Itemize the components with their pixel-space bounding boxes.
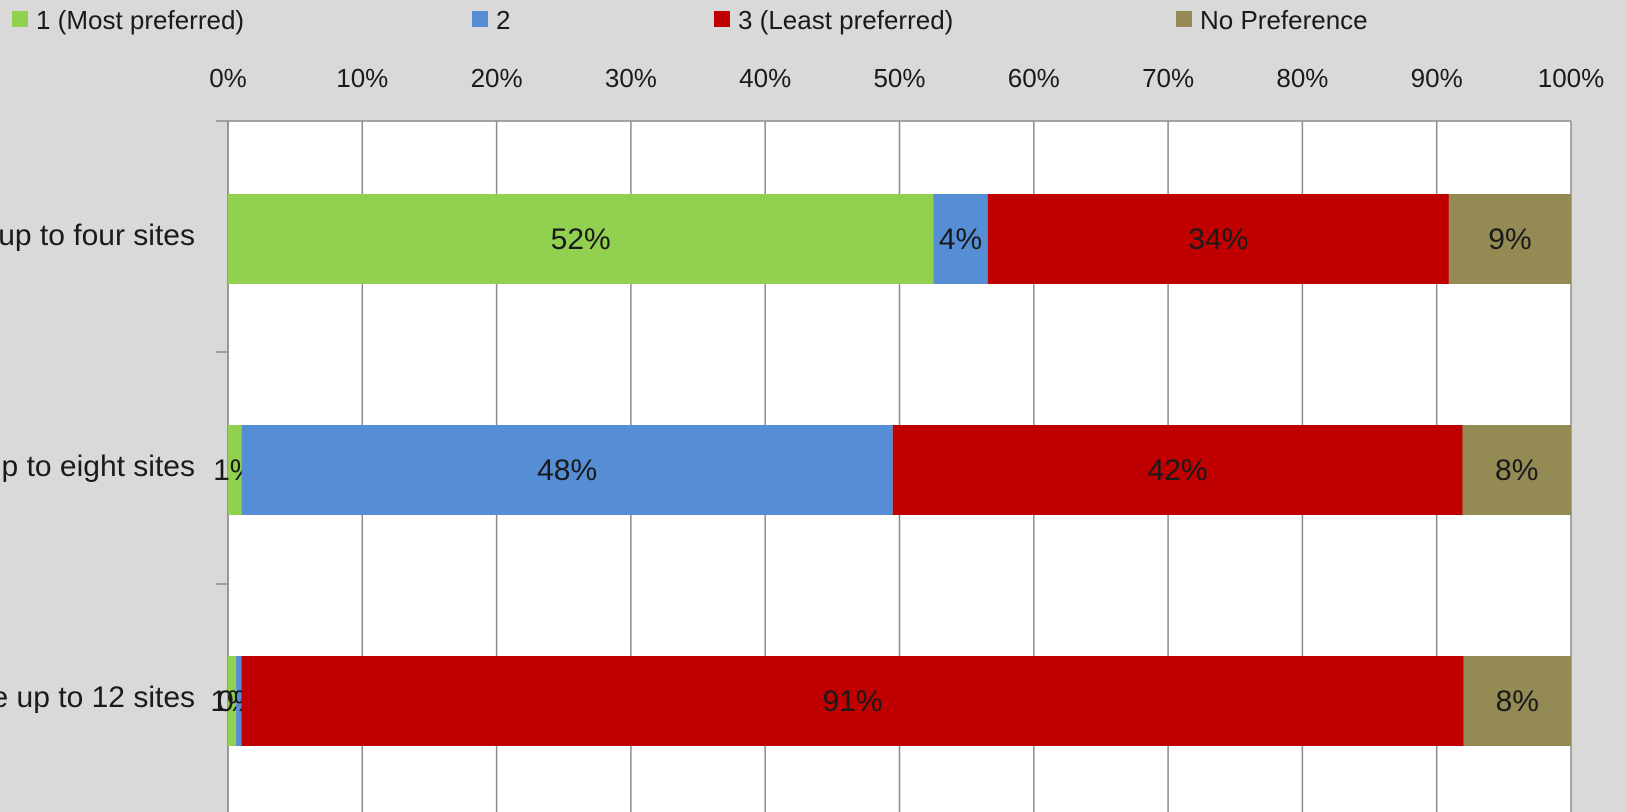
legend-swatch: [1176, 11, 1192, 27]
legend-label: 2: [496, 5, 510, 35]
data-label: 34%: [1188, 223, 1248, 256]
bar-segment: [1462, 425, 1571, 515]
bar-segment: [228, 425, 242, 515]
x-tick-label: 70%: [1142, 63, 1194, 93]
data-label: 9%: [1488, 223, 1531, 256]
data-label: 42%: [1148, 454, 1208, 487]
legend-label: 1 (Most preferred): [36, 5, 244, 35]
bar-segment: [1448, 194, 1571, 284]
x-tick-label: 60%: [1008, 63, 1060, 93]
bar-segment: [892, 425, 1463, 515]
category-label: p to eight sites: [2, 450, 195, 483]
data-label: 48%: [537, 454, 597, 487]
bar-segment: [241, 656, 1464, 746]
bar-segment: [1463, 656, 1571, 746]
bar-segment: [228, 656, 237, 746]
bar-segment: [241, 425, 893, 515]
x-tick-label: 30%: [605, 63, 657, 93]
data-label: 91%: [822, 685, 882, 718]
y-axis: up to four sites p to eight sites e up to …: [0, 219, 195, 714]
x-tick-label: 100%: [1538, 63, 1605, 93]
x-axis: 0% 10% 20% 30% 40% 50% 60% 70% 80% 90% 100%: [209, 63, 1604, 812]
x-tick-label: 10%: [336, 63, 388, 93]
x-tick-label: 0%: [209, 63, 247, 93]
x-tick-label: 80%: [1276, 63, 1328, 93]
bar-segment: [236, 656, 242, 746]
bars: 52% 4% 34% 9%1% 48% 42% 8%1%0% 91% 8%: [210, 194, 1571, 746]
legend-swatch: [714, 11, 730, 27]
category-label: up to four sites: [0, 219, 195, 252]
data-label: 4%: [939, 223, 982, 256]
legend-label: No Preference: [1200, 5, 1368, 35]
x-tick-label: 90%: [1411, 63, 1463, 93]
legend: 1 (Most preferred) 2 3 (Least preferred) No…: [12, 5, 1368, 35]
data-label: 52%: [551, 223, 611, 256]
bar-segment: [987, 194, 1449, 284]
bar-segment: [933, 194, 988, 284]
category-label: e up to 12 sites: [0, 681, 195, 714]
x-tick-label: 20%: [471, 63, 523, 93]
legend-label: 3 (Least preferred): [738, 5, 953, 35]
x-tick-label: 40%: [739, 63, 791, 93]
data-label: 8%: [1495, 454, 1538, 487]
legend-swatch: [472, 11, 488, 27]
bar-segment: [228, 194, 934, 284]
x-tick-label: 50%: [873, 63, 925, 93]
legend-swatch: [12, 11, 28, 27]
data-label: 8%: [1496, 685, 1539, 718]
